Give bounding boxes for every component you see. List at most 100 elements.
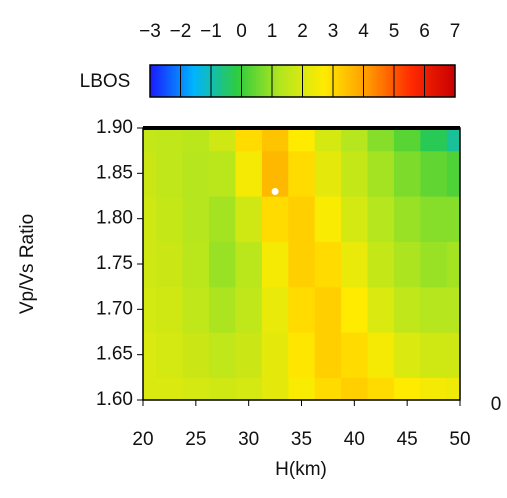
heat-cell	[288, 286, 316, 333]
heat-cell	[367, 377, 395, 400]
heatmap	[143, 128, 460, 400]
y-tick-label: 1.60	[96, 389, 133, 410]
heat-cell	[209, 241, 237, 288]
heat-cell	[288, 241, 316, 288]
heat-cell	[209, 377, 237, 400]
heat-cell	[446, 128, 460, 152]
heat-cell	[341, 241, 369, 288]
y-tick-label: 1.75	[96, 253, 133, 274]
x-tick-label: 20	[132, 429, 153, 450]
heat-cell	[367, 196, 395, 242]
heat-cell	[393, 150, 421, 197]
heat-cell	[261, 196, 289, 242]
heat-cell	[420, 377, 448, 400]
heat-cell	[288, 377, 316, 400]
y-tick-label: 1.65	[96, 344, 133, 365]
y-axis-label: Vp/Vs Ratio	[17, 214, 38, 314]
colorbar-tick-label: 4	[358, 21, 369, 42]
heat-cell	[367, 241, 395, 288]
heat-cell	[420, 128, 448, 152]
heat-cell	[156, 150, 184, 197]
heat-cell	[314, 196, 342, 242]
heat-cell	[420, 241, 448, 288]
heat-cell	[393, 286, 421, 333]
heat-cell	[261, 241, 289, 288]
heat-cell	[314, 332, 342, 378]
heat-cell	[446, 150, 460, 197]
heat-cell	[261, 286, 289, 333]
heat-cell	[235, 128, 263, 152]
heat-cell	[235, 377, 263, 400]
heat-cell	[182, 150, 210, 197]
x-tick-label: 50	[449, 429, 470, 450]
heat-cell	[314, 377, 342, 400]
heat-cell	[393, 241, 421, 288]
colorbar-tick-label: 3	[328, 21, 339, 42]
y-tick-label: 1.85	[96, 162, 133, 183]
heat-cell	[156, 286, 184, 333]
colorbar-tick-label: −2	[170, 21, 192, 42]
colorbar-label: LBOS	[80, 71, 131, 92]
heat-cell	[420, 196, 448, 242]
y-tick-label: 1.80	[96, 208, 133, 229]
heat-cell	[143, 332, 157, 378]
heat-cell	[420, 286, 448, 333]
heat-cell	[261, 128, 289, 152]
heat-cell	[367, 128, 395, 152]
heat-cell	[393, 196, 421, 242]
heat-cell	[420, 332, 448, 378]
heat-cell	[209, 150, 237, 197]
x-axis-label: H(km)	[275, 459, 327, 480]
heat-cell	[261, 332, 289, 378]
heat-cell	[182, 332, 210, 378]
heat-cell	[156, 241, 184, 288]
colorbar-tick-label: 6	[419, 21, 430, 42]
heat-cell	[209, 196, 237, 242]
heat-cell	[288, 332, 316, 378]
heat-cell	[261, 377, 289, 400]
x-tick-label: 45	[397, 429, 418, 450]
heat-cell	[182, 241, 210, 288]
heat-cell	[235, 332, 263, 378]
heat-cell	[182, 286, 210, 333]
heat-cell	[341, 332, 369, 378]
heat-cell	[143, 150, 157, 197]
heat-cell	[288, 128, 316, 152]
heat-cell	[341, 196, 369, 242]
heat-cell	[446, 332, 460, 378]
heat-cell	[156, 332, 184, 378]
colorbar-tick-label: 0	[236, 21, 247, 42]
x-tick-label: 25	[185, 429, 206, 450]
colorbar-tick-label: −1	[200, 21, 222, 42]
heat-cell	[420, 150, 448, 197]
colorbar-tick-label: −3	[139, 21, 161, 42]
y-tick-label: 1.70	[96, 298, 133, 319]
heat-cell	[156, 128, 184, 152]
heat-cell	[341, 286, 369, 333]
colorbar-tick-label: 5	[389, 21, 400, 42]
heat-cell	[143, 241, 157, 288]
heat-cell	[367, 286, 395, 333]
heat-cell	[182, 196, 210, 242]
heat-cell	[446, 241, 460, 288]
heat-cell	[143, 286, 157, 333]
best-fit-marker	[271, 187, 279, 195]
heat-cell	[314, 241, 342, 288]
heat-cell	[182, 128, 210, 152]
heat-cell	[182, 377, 210, 400]
colorbar-tick-label: 2	[297, 21, 308, 42]
annotation: 0	[491, 394, 502, 415]
heat-cell	[341, 377, 369, 400]
heat-cell	[446, 286, 460, 333]
heat-cell	[314, 150, 342, 197]
heat-cell	[143, 196, 157, 242]
heat-cell	[288, 150, 316, 197]
x-tick-label: 35	[291, 429, 312, 450]
heat-cell	[446, 377, 460, 400]
y-tick-label: 1.90	[96, 117, 133, 138]
heat-cell	[446, 196, 460, 242]
heat-cell	[341, 150, 369, 197]
heat-cell	[235, 150, 263, 197]
heat-cell	[143, 377, 157, 400]
colorbar-tick-label: 1	[267, 21, 278, 42]
